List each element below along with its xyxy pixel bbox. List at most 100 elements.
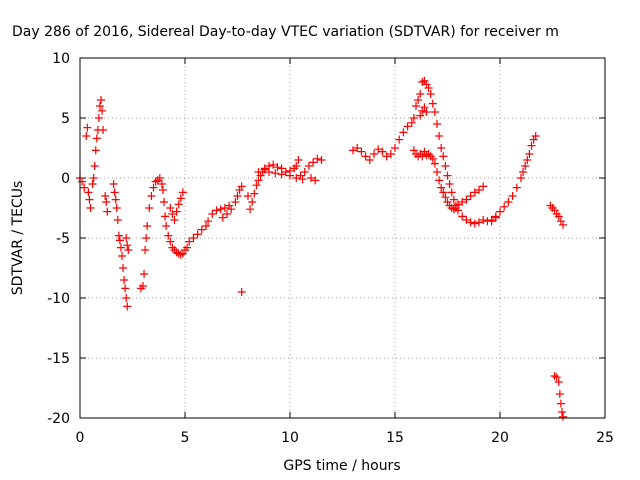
y-tick-label: -5	[56, 231, 70, 247]
data-point	[357, 147, 366, 156]
data-point	[271, 169, 280, 178]
data-point	[90, 162, 99, 170]
x-tick-label: 10	[281, 430, 299, 446]
data-point	[292, 174, 301, 182]
data-point	[300, 168, 309, 176]
data-point	[370, 150, 378, 158]
y-tick-label: -20	[47, 411, 70, 427]
data-point	[414, 96, 423, 104]
data-point	[197, 225, 206, 234]
data-point	[170, 216, 179, 224]
data-points	[76, 76, 567, 421]
data-point	[237, 182, 246, 191]
data-point	[439, 188, 448, 197]
data-point	[475, 218, 483, 227]
y-tick-label: -10	[47, 291, 70, 307]
data-point	[422, 151, 431, 160]
data-point	[298, 175, 307, 184]
data-point	[292, 162, 301, 170]
data-point	[120, 276, 129, 284]
data-point	[246, 205, 255, 214]
data-point	[99, 126, 108, 134]
data-point	[101, 192, 110, 200]
data-point	[212, 206, 221, 215]
data-point	[437, 183, 446, 192]
data-point	[244, 192, 252, 200]
data-point	[523, 156, 532, 164]
data-point	[361, 152, 370, 161]
data-point	[85, 195, 94, 204]
x-axis-label: GPS time / hours	[283, 458, 400, 474]
data-point	[424, 84, 433, 92]
data-point	[158, 186, 167, 194]
data-point	[447, 188, 456, 197]
data-point	[227, 205, 236, 214]
data-point	[307, 174, 315, 182]
y-tick-label: 5	[61, 111, 70, 127]
data-point	[208, 210, 217, 218]
data-point	[218, 213, 227, 222]
data-point	[470, 219, 479, 228]
data-point	[470, 188, 479, 197]
data-point	[178, 188, 187, 197]
data-point	[97, 96, 105, 104]
data-point	[220, 204, 229, 212]
data-point	[296, 171, 305, 180]
chart-title: Day 286 of 2016, Sidereal Day-to-day VTE…	[12, 24, 559, 40]
data-point	[479, 182, 488, 191]
data-point	[155, 174, 164, 182]
data-point	[304, 162, 313, 170]
data-point	[525, 150, 534, 158]
y-tick-label: 0	[61, 171, 70, 187]
data-point	[123, 241, 132, 250]
data-point	[517, 174, 525, 182]
data-point	[309, 158, 318, 167]
data-point	[374, 145, 383, 154]
data-point	[145, 204, 154, 212]
data-point	[395, 135, 404, 144]
data-point	[139, 282, 147, 290]
data-point	[78, 177, 87, 186]
data-point	[174, 200, 183, 209]
data-point	[418, 106, 427, 115]
data-point	[386, 150, 395, 158]
data-point	[83, 123, 92, 132]
data-point	[555, 390, 564, 398]
data-point	[172, 207, 181, 216]
data-point	[164, 231, 173, 240]
data-point	[451, 201, 460, 210]
x-tick-label: 0	[76, 430, 85, 446]
data-point	[119, 264, 128, 272]
data-point	[353, 144, 362, 152]
x-tick-label: 20	[491, 430, 509, 446]
grid-lines	[80, 58, 605, 418]
data-point	[157, 180, 166, 188]
data-point	[235, 186, 244, 194]
data-point	[286, 171, 294, 180]
data-point	[313, 154, 322, 163]
data-point	[231, 198, 240, 206]
data-point	[140, 270, 149, 278]
data-point	[113, 216, 122, 224]
data-point	[252, 181, 261, 190]
data-point	[111, 195, 120, 204]
data-point	[435, 176, 444, 185]
data-point	[122, 294, 131, 302]
data-point	[84, 188, 93, 197]
data-point	[458, 198, 467, 206]
data-point	[559, 412, 567, 421]
data-point	[409, 146, 418, 155]
data-point	[462, 216, 471, 224]
data-point	[86, 204, 95, 212]
data-point	[496, 207, 504, 216]
data-point	[110, 188, 119, 197]
data-point	[454, 206, 462, 215]
data-point	[114, 231, 123, 240]
data-point	[122, 234, 131, 242]
data-point	[223, 210, 231, 218]
plot-frame	[79, 57, 606, 419]
data-point	[166, 204, 175, 212]
data-point	[277, 170, 286, 179]
data-point	[554, 378, 563, 386]
